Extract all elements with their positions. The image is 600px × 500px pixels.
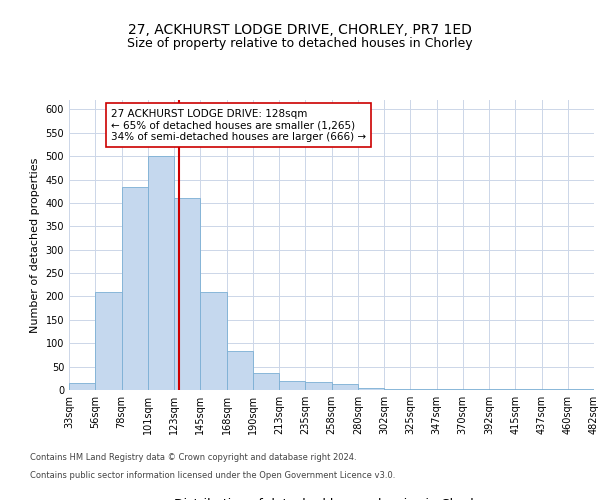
Text: 27, ACKHURST LODGE DRIVE, CHORLEY, PR7 1ED: 27, ACKHURST LODGE DRIVE, CHORLEY, PR7 1… <box>128 22 472 36</box>
Bar <box>542 389 568 390</box>
Bar <box>148 156 174 390</box>
Bar <box>358 388 384 390</box>
Bar <box>95 292 121 390</box>
Bar <box>410 389 437 390</box>
Text: Size of property relative to detached houses in Chorley: Size of property relative to detached ho… <box>127 38 473 51</box>
Bar <box>253 373 279 390</box>
Bar <box>279 380 305 390</box>
Bar <box>121 186 148 390</box>
Text: Contains HM Land Registry data © Crown copyright and database right 2024.: Contains HM Land Registry data © Crown c… <box>30 454 356 462</box>
Bar <box>174 198 200 390</box>
Bar <box>331 384 358 390</box>
Bar <box>463 389 489 390</box>
Text: 27 ACKHURST LODGE DRIVE: 128sqm
← 65% of detached houses are smaller (1,265)
34%: 27 ACKHURST LODGE DRIVE: 128sqm ← 65% of… <box>111 108 366 142</box>
Bar <box>305 382 331 390</box>
Bar <box>437 389 463 390</box>
Bar <box>200 292 227 390</box>
Bar <box>489 389 515 390</box>
Text: Contains public sector information licensed under the Open Government Licence v3: Contains public sector information licen… <box>30 471 395 480</box>
Bar <box>69 383 95 390</box>
X-axis label: Distribution of detached houses by size in Chorley: Distribution of detached houses by size … <box>174 498 489 500</box>
Bar <box>515 389 542 390</box>
Bar <box>568 389 594 390</box>
Bar <box>384 389 410 390</box>
Bar <box>227 351 253 390</box>
Y-axis label: Number of detached properties: Number of detached properties <box>30 158 40 332</box>
